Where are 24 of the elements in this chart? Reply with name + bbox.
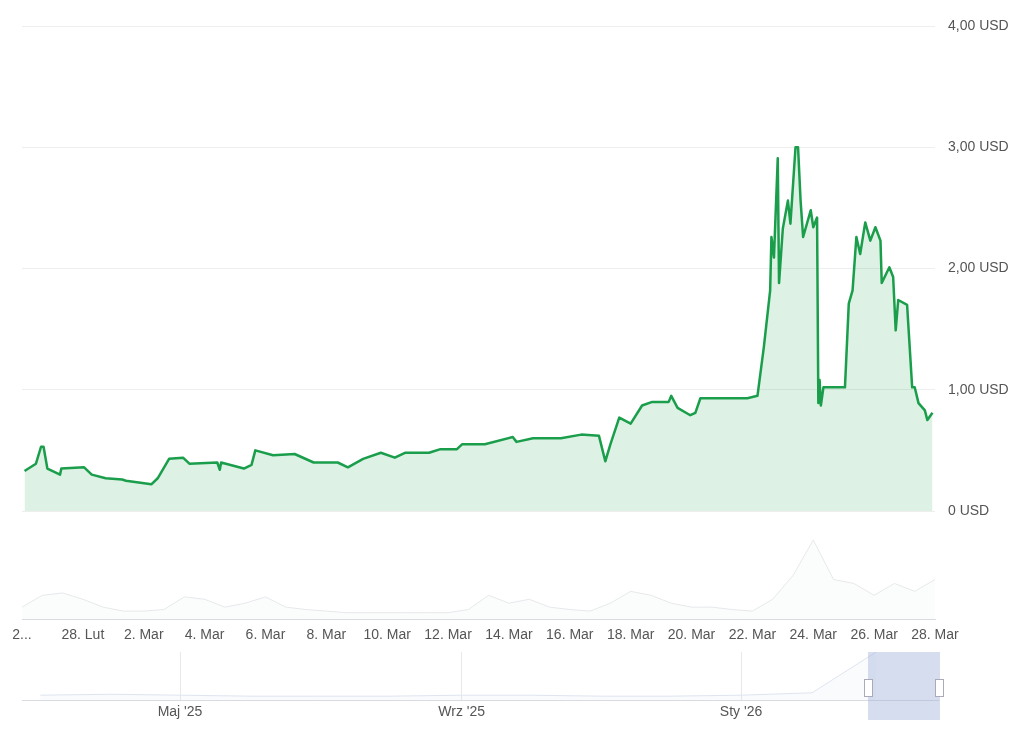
x-tick-label: 2... xyxy=(12,626,32,643)
x-tick-label: 24. Mar xyxy=(789,626,838,643)
y-tick-label: 2,00 USD xyxy=(948,259,1009,276)
x-tick-label: 28. Lut xyxy=(61,626,105,643)
x-tick-label: 20. Mar xyxy=(667,626,716,643)
x-tick-label: 16. Mar xyxy=(546,626,594,643)
x-tick-label: 8. Mar xyxy=(306,626,347,643)
x-tick-label: 4. Mar xyxy=(184,626,225,643)
x-tick-label: 22. Mar xyxy=(728,626,777,643)
x-tick-label: 2. Mar xyxy=(123,626,164,643)
x-tick-label: Sty '26 xyxy=(719,703,763,720)
x-tick-label: 18. Mar xyxy=(606,626,655,643)
x-tick-label: Maj '25 xyxy=(157,703,203,720)
x-tick-label: 6. Mar xyxy=(245,626,286,643)
y-tick-label: 4,00 USD xyxy=(948,16,1009,33)
x-tick-label: Wrz '25 xyxy=(438,703,486,720)
x-tick-label: 28. Mar xyxy=(911,626,960,643)
x-tick-label: 26. Mar xyxy=(850,626,899,643)
y-tick-label: 3,00 USD xyxy=(948,138,1009,155)
x-tick-label: 14. Mar xyxy=(485,626,533,643)
y-tick-label: 1,00 USD xyxy=(948,380,1009,397)
x-tick-label: 10. Mar xyxy=(363,626,412,643)
x-tick-label: 12. Mar xyxy=(424,626,473,643)
y-tick-label: 0 USD xyxy=(948,501,990,518)
